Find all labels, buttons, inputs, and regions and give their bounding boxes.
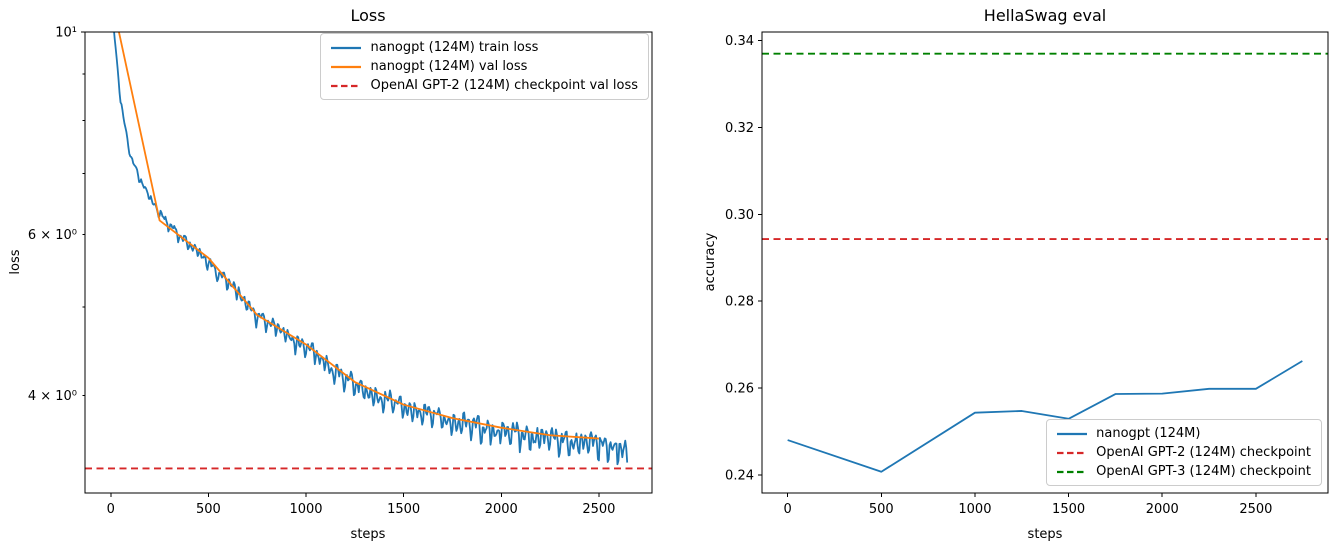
y-tick-label: 0.26 [725, 381, 754, 396]
right-chart-title: HellaSwag eval [983, 6, 1107, 25]
legend-line-sample-train-loss [331, 46, 362, 49]
x-tick-label: 1000 [289, 502, 322, 517]
x-tick-label: 2000 [485, 502, 518, 517]
x-tick-label: 1500 [387, 502, 420, 517]
loss-y-axis-ticks: 10¹ 6 × 10⁰ 4 × 10⁰ [28, 26, 85, 404]
legend-entry-hellaswag-accuracy: nanogpt (124M) [1057, 426, 1311, 441]
hellaswag-axes-spines [761, 31, 1329, 494]
x-tick-label: 2500 [1239, 502, 1272, 517]
legend-line-sample-gpt3-baseline [1057, 470, 1088, 473]
right-legend: nanogpt (124M) OpenAI GPT-2 (124M) checkp… [1046, 419, 1322, 486]
x-tick-label: 2000 [1146, 502, 1179, 517]
legend-line-sample-hellaswag-accuracy [1057, 432, 1088, 435]
legend-entry-gpt2-val-baseline: OpenAI GPT-2 (124M) checkpoint val loss [331, 78, 638, 93]
val-loss-line [118, 32, 599, 440]
loss-x-axis-ticks: 0 500 1000 1500 2000 2500 [107, 493, 615, 517]
hellaswag-accuracy-line [787, 360, 1303, 473]
y-tick-label: 0.24 [725, 468, 754, 483]
legend-label: nanogpt (124M) val loss [370, 59, 528, 74]
legend-entry-gpt3-baseline: OpenAI GPT-3 (124M) checkpoint [1057, 464, 1311, 479]
hellaswag-x-axis-ticks: 0 500 1000 1500 2000 2500 [784, 493, 1272, 517]
legend-label: OpenAI GPT-3 (124M) checkpoint [1096, 464, 1311, 479]
x-tick-label: 500 [869, 502, 894, 517]
x-tick-label: 1000 [958, 502, 991, 517]
legend-label: OpenAI GPT-2 (124M) checkpoint [1096, 445, 1311, 460]
y-tick-label: 0.32 [725, 121, 754, 136]
legend-line-sample-gpt2-val-baseline [331, 84, 362, 87]
left-x-axis-label: steps [350, 527, 386, 542]
legend-label: OpenAI GPT-2 (124M) checkpoint val loss [370, 78, 638, 93]
left-legend: nanogpt (124M) train loss nanogpt (124M) … [320, 33, 649, 100]
x-tick-label: 2500 [582, 502, 615, 517]
legend-entry-train-loss: nanogpt (124M) train loss [331, 40, 638, 55]
loss-plot-area [85, 32, 652, 470]
y-tick-label: 0.28 [725, 295, 754, 310]
loss-axes-spines [84, 31, 653, 494]
y-tick-label: 0.30 [725, 208, 754, 223]
hellaswag-plot-area [762, 52, 1328, 473]
right-x-axis-label: steps [1027, 527, 1063, 542]
legend-entry-val-loss: nanogpt (124M) val loss [331, 59, 638, 74]
left-chart-title: Loss [350, 6, 386, 25]
y-tick-label: 6 × 10⁰ [28, 228, 77, 243]
y-tick-label: 0.34 [725, 34, 754, 49]
right-y-axis-label: accuracy [703, 232, 718, 292]
legend-label: nanogpt (124M) [1096, 426, 1201, 441]
hellaswag-y-axis-ticks: 0.24 0.26 0.28 0.30 0.32 0.34 [725, 34, 762, 483]
x-tick-label: 500 [196, 502, 221, 517]
x-tick-label: 0 [107, 502, 115, 517]
left-y-axis-label: loss [8, 249, 23, 275]
y-tick-label: 4 × 10⁰ [28, 389, 77, 404]
y-tick-label: 10¹ [55, 26, 77, 41]
legend-line-sample-gpt2-baseline [1057, 451, 1088, 454]
legend-entry-gpt2-baseline: OpenAI GPT-2 (124M) checkpoint [1057, 445, 1311, 460]
legend-line-sample-val-loss [331, 65, 362, 68]
train-loss-line [113, 32, 629, 466]
x-tick-label: 0 [784, 502, 792, 517]
legend-label: nanogpt (124M) train loss [370, 40, 539, 55]
x-tick-label: 1500 [1052, 502, 1085, 517]
